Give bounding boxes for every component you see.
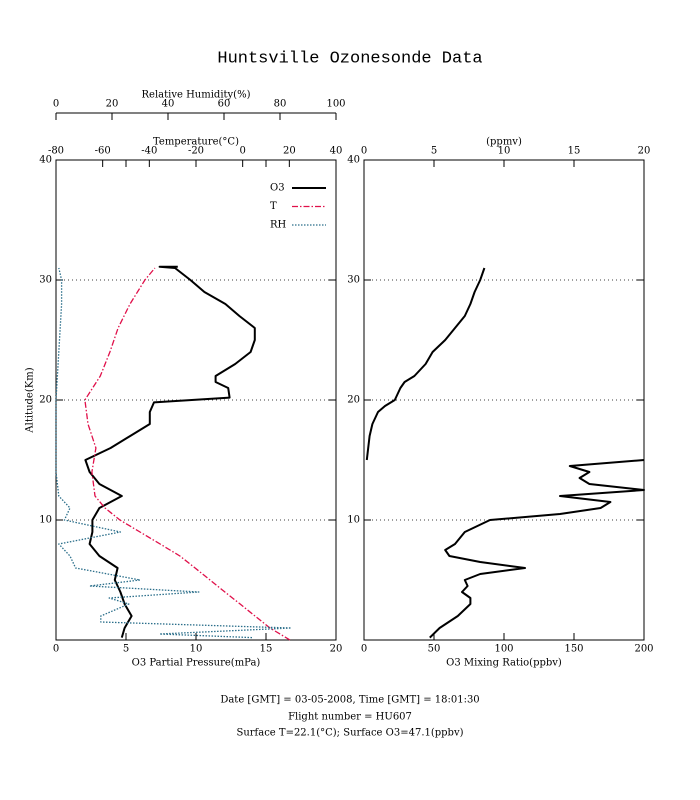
x3-tick-label: 80 xyxy=(274,99,287,110)
x3-axis-label: Relative Humidity(%) xyxy=(142,90,251,101)
x2-tick-label: -20 xyxy=(188,146,204,157)
x3-tick-label: 20 xyxy=(106,99,119,110)
x2-tick-label: -40 xyxy=(141,146,157,157)
x2-tick-label: 0 xyxy=(239,146,245,157)
y-tick-label: 10 xyxy=(347,515,360,526)
plot-frame xyxy=(363,159,645,641)
x3-tick-label: 60 xyxy=(218,99,231,110)
chart-title: Huntsville Ozonesonde Data xyxy=(217,49,482,68)
x-axis-label: O3 Mixing Ratio(ppbv) xyxy=(446,658,562,669)
y-tick-label: 20 xyxy=(39,395,52,406)
x-tick-label: 100 xyxy=(494,644,513,655)
x-tick-label: 10 xyxy=(190,644,203,655)
x2-tick-label: -80 xyxy=(48,146,64,157)
x-tick-label: 200 xyxy=(634,644,653,655)
x2-tick-label: 5 xyxy=(431,146,437,157)
footer-line: Flight number = HU607 xyxy=(288,712,412,723)
legend-label: T xyxy=(270,201,277,212)
x2-tick-label: 20 xyxy=(638,146,651,157)
y-tick-label: 10 xyxy=(39,515,52,526)
x-tick-label: 0 xyxy=(53,644,59,655)
x-axis-label: O3 Partial Pressure(mPa) xyxy=(132,658,261,669)
x2-tick-label: 20 xyxy=(283,146,296,157)
x-tick-label: 0 xyxy=(361,644,367,655)
x-tick-label: 50 xyxy=(428,644,441,655)
y-axis-label: Altitude(Km) xyxy=(25,367,36,433)
y-tick-label: 40 xyxy=(347,155,360,166)
x2-tick-label: -60 xyxy=(95,146,111,157)
legend-label: O3 xyxy=(270,183,285,194)
x-tick-label: 20 xyxy=(330,644,343,655)
series-line xyxy=(365,267,486,461)
footer-line: Surface T=22.1(°C); Surface O3=47.1(ppbv… xyxy=(236,728,463,739)
x3-tick-label: 100 xyxy=(326,99,345,110)
x2-axis-label: Temperature(°C) xyxy=(153,137,239,148)
y-tick-label: 20 xyxy=(347,395,360,406)
x2-tick-label: 0 xyxy=(361,146,367,157)
y-tick-label: 30 xyxy=(347,275,360,286)
series-line xyxy=(429,459,645,639)
series-line xyxy=(84,265,256,638)
x3-tick-label: 0 xyxy=(53,99,59,110)
series-line xyxy=(84,267,291,641)
legend-label: RH xyxy=(270,220,287,231)
y-tick-label: 30 xyxy=(39,275,52,286)
x-tick-label: 5 xyxy=(123,644,129,655)
x2-tick-label: 10 xyxy=(498,146,511,157)
x2-tick-label: 40 xyxy=(330,146,343,157)
x2-tick-label: 15 xyxy=(568,146,581,157)
x-tick-label: 15 xyxy=(260,644,273,655)
x3-tick-label: 40 xyxy=(162,99,175,110)
y-tick-label: 40 xyxy=(39,155,52,166)
footer-line: Date [GMT] = 03-05-2008, Time [GMT] = 18… xyxy=(220,695,479,706)
x-tick-label: 150 xyxy=(564,644,583,655)
series-line xyxy=(55,267,292,639)
x2-axis-label: (ppmv) xyxy=(486,137,522,148)
